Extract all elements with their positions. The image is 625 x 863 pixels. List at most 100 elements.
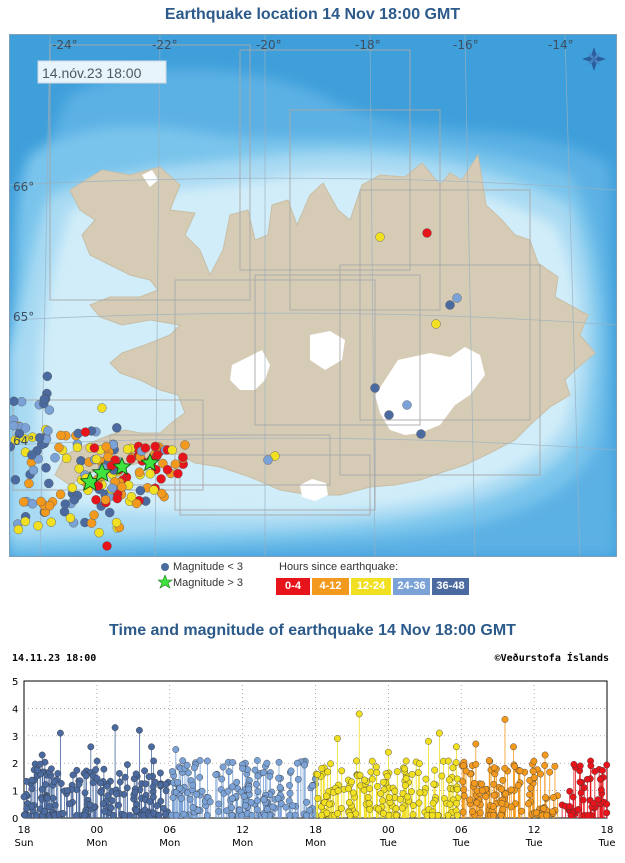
quake-point: [282, 803, 290, 811]
quake-point: [45, 803, 53, 811]
earthquake-dot: [80, 427, 91, 437]
quake-point: [228, 811, 236, 819]
quake-point: [73, 811, 81, 819]
quake-point: [366, 805, 374, 813]
earthquake-dot: [402, 400, 412, 410]
quake-point: [584, 811, 592, 819]
x-tick-time: 00: [382, 825, 395, 836]
x-tick-day: Mon: [305, 838, 326, 849]
quake-point: [196, 773, 204, 781]
quake-point: [59, 810, 67, 817]
quake-point: [566, 803, 573, 810]
quake-point: [224, 787, 232, 795]
quake-point: [247, 798, 255, 806]
quake-point: [541, 762, 549, 769]
quake-point: [361, 776, 368, 784]
quake-point: [162, 787, 170, 795]
earthquake-dot: [97, 403, 107, 413]
quake-point: [153, 802, 161, 810]
earthquake-dot: [74, 464, 84, 474]
x-tick-time: 12: [236, 825, 249, 836]
quake-point: [111, 724, 119, 732]
quake-point: [176, 784, 184, 792]
quake-point: [133, 806, 141, 814]
quake-point: [338, 767, 346, 775]
quake-point: [229, 759, 237, 766]
quake-point: [51, 801, 59, 809]
quake-point: [468, 808, 476, 816]
quake-point: [215, 807, 223, 815]
chart-series: [20, 724, 172, 819]
quake-point: [69, 771, 77, 779]
earthquake-dot: [270, 451, 280, 461]
quake-point: [146, 798, 154, 806]
quake-point: [489, 803, 497, 810]
quake-point: [408, 771, 416, 778]
quake-point: [583, 775, 591, 783]
earthquake-dot: [91, 454, 102, 464]
chart-series: [458, 716, 561, 819]
glacier-drangajokull: [142, 170, 158, 187]
y-tick-label: 3: [12, 732, 18, 743]
quake-point: [28, 785, 36, 793]
quake-point: [57, 729, 64, 737]
quake-point: [478, 786, 486, 794]
earthquake-dot: [170, 459, 181, 469]
earthquake-dot: [122, 444, 133, 454]
quake-point: [379, 809, 387, 817]
x-tick-day: Tue: [379, 838, 397, 849]
quake-point: [452, 759, 460, 767]
x-tick-time: 00: [91, 825, 104, 836]
x-tick-day: Mon: [232, 838, 253, 849]
quake-point: [206, 798, 214, 806]
quake-point: [48, 765, 55, 773]
quake-point: [498, 785, 505, 793]
quake-point: [276, 784, 284, 791]
earthquake-dot: [43, 426, 53, 436]
earthquake-dot: [56, 430, 66, 441]
y-tick-label: 4: [12, 704, 18, 715]
quake-point: [489, 811, 497, 819]
y-tick-label: 5: [12, 677, 18, 688]
quake-point: [449, 764, 457, 772]
quake-point: [507, 803, 515, 811]
map-timestamp: 14.nóv.23 18:00: [42, 65, 142, 81]
quake-point: [549, 808, 556, 816]
quake-point: [253, 757, 261, 764]
earthquake-dot: [36, 496, 46, 507]
quake-point: [383, 772, 391, 780]
quake-point: [541, 751, 549, 759]
earthquake-dot: [44, 405, 55, 415]
quake-point: [81, 789, 89, 797]
earthquake-map[interactable]: -24° -22° -20° -18° -16° -14° 66° 65° 64…: [9, 34, 617, 557]
earthquake-dot: [178, 452, 188, 462]
legend-bin-36-48: 36-48: [432, 578, 469, 595]
earthquake-dot: [107, 483, 118, 493]
quake-point: [36, 760, 44, 768]
quake-point: [414, 769, 422, 777]
quake-point: [63, 787, 71, 795]
quake-point: [393, 768, 401, 776]
quake-point: [21, 811, 29, 819]
y-tick-label: 1: [12, 787, 18, 798]
lon-label: -16°: [453, 38, 479, 52]
compass-icon[interactable]: [582, 47, 606, 71]
quake-point: [157, 797, 165, 805]
chart-series: [168, 746, 319, 819]
quake-point: [603, 761, 611, 769]
quake-point: [392, 805, 400, 813]
earthquake-dot: [94, 528, 104, 538]
lon-label: -18°: [355, 38, 381, 52]
quake-point: [373, 769, 381, 777]
quake-point: [34, 766, 41, 774]
quake-point: [314, 794, 322, 802]
earthquake-dot: [384, 410, 394, 420]
quake-point: [452, 743, 460, 751]
quake-point: [507, 786, 515, 794]
quake-point: [108, 797, 116, 805]
quake-point: [393, 811, 400, 819]
quake-point: [348, 778, 355, 786]
quake-point: [219, 763, 227, 771]
quake-point: [532, 809, 540, 817]
